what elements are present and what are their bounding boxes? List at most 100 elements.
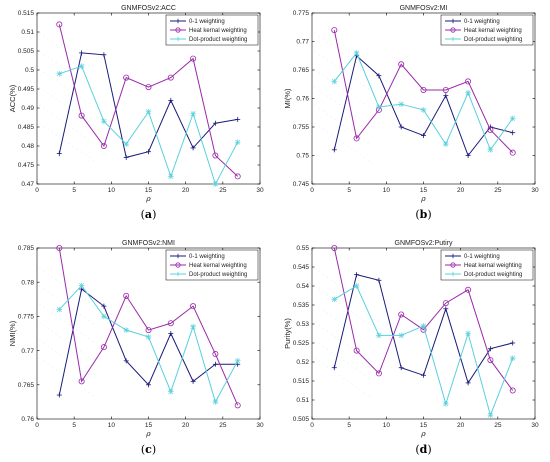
data-point bbox=[212, 120, 218, 126]
chart-title: GNMFOSv2:NMI bbox=[122, 240, 175, 247]
y-tick-label: 0.785 bbox=[18, 245, 35, 252]
x-tick-label: 20 bbox=[457, 187, 465, 194]
data-point bbox=[101, 52, 107, 58]
data-point bbox=[398, 124, 404, 130]
data-point bbox=[123, 154, 129, 160]
x-tick-label: 0 bbox=[35, 187, 39, 194]
data-point bbox=[331, 27, 338, 34]
data-point bbox=[465, 380, 471, 386]
x-tick-label: 25 bbox=[219, 187, 227, 194]
legend-entry: Dot-product weighting bbox=[464, 272, 522, 278]
data-point bbox=[421, 133, 426, 139]
x-tick-label: 20 bbox=[457, 422, 465, 429]
y-tick-label: 0.535 bbox=[293, 302, 310, 309]
data-point bbox=[465, 90, 471, 96]
x-axis-label: ρ bbox=[420, 194, 426, 203]
chart-title: GNMFOSv2:ACC bbox=[121, 5, 176, 12]
x-tick-label: 5 bbox=[347, 422, 351, 429]
data-point bbox=[78, 112, 85, 119]
y-tick-label: 0.47 bbox=[21, 181, 34, 188]
chart-panel-b: 0 5 10 15 20 25 30 0.745 0.75 0.755 0.76 0.765 0.77 0… bbox=[283, 5, 539, 221]
y-axis-label: ACC(%) bbox=[8, 84, 17, 112]
series-line-1 bbox=[333, 29, 514, 153]
series-line-0 bbox=[333, 273, 513, 385]
legend-entry: Dot-product weighting bbox=[464, 37, 522, 43]
data-point bbox=[509, 355, 516, 361]
legend: 0-1 weighting Heat kernal weighting Dot-pr… bbox=[165, 249, 259, 281]
legend: 0-1 weighting Heat kernal weighting Dot-pr… bbox=[165, 14, 259, 46]
legend-entry: Heat kernal weighting bbox=[464, 263, 522, 269]
data-point bbox=[235, 116, 241, 122]
x-tick-label: 30 bbox=[256, 422, 264, 429]
data-point bbox=[123, 358, 129, 364]
data-point bbox=[145, 109, 152, 115]
legend-entry: 0-1 weighting bbox=[464, 254, 500, 260]
series-line-0 bbox=[58, 52, 238, 159]
data-point bbox=[78, 282, 85, 289]
data-point bbox=[509, 387, 516, 394]
data-point bbox=[123, 292, 130, 299]
data-point bbox=[146, 382, 151, 388]
data-point bbox=[56, 244, 63, 251]
data-point bbox=[331, 296, 338, 303]
data-point bbox=[123, 74, 130, 81]
data-point bbox=[398, 365, 404, 371]
y-tick-label: 0.755 bbox=[293, 124, 310, 131]
x-tick-label: 15 bbox=[420, 422, 428, 429]
data-point bbox=[212, 361, 218, 367]
y-tick-label: 0.78 bbox=[21, 279, 34, 286]
data-point bbox=[190, 303, 197, 310]
x-tick-label: 5 bbox=[72, 422, 76, 429]
data-point bbox=[212, 181, 219, 187]
chart-title: GNMFOSv2:MI bbox=[400, 5, 448, 12]
x-axis-label: ρ bbox=[145, 429, 151, 438]
legend: 0-1 weighting Heat kernal weighting Dot-pr… bbox=[440, 249, 534, 281]
series-line-1 bbox=[333, 247, 514, 391]
chart-panel-d: 0 5 10 15 20 25 30 0.505 0.51 0.515 0.52 0.525 0.53 0… bbox=[283, 240, 539, 456]
data-point bbox=[487, 346, 493, 352]
x-tick-label: 15 bbox=[145, 422, 153, 429]
x-tick-label: 20 bbox=[182, 187, 190, 194]
data-point bbox=[420, 323, 427, 329]
y-tick-label: 0.495 bbox=[18, 86, 35, 93]
legend-entry: 0-1 weighting bbox=[189, 19, 225, 25]
data-point bbox=[56, 151, 62, 157]
data-point bbox=[167, 320, 174, 327]
data-point bbox=[487, 147, 494, 153]
data-point bbox=[375, 370, 382, 377]
data-point bbox=[234, 358, 241, 364]
data-point bbox=[353, 283, 360, 289]
data-point bbox=[353, 135, 360, 142]
y-tick-label: 0.77 bbox=[21, 348, 34, 355]
data-point bbox=[56, 21, 63, 28]
data-point bbox=[376, 104, 382, 110]
data-point bbox=[510, 340, 516, 346]
data-point bbox=[146, 149, 151, 155]
data-point bbox=[487, 412, 494, 418]
data-point bbox=[354, 272, 360, 278]
data-point bbox=[443, 401, 449, 407]
data-point bbox=[398, 332, 404, 339]
y-tick-label: 0.775 bbox=[18, 314, 35, 321]
x-axis-label: ρ bbox=[420, 429, 426, 438]
y-axis-label: MI(%) bbox=[283, 88, 292, 108]
x-tick-label: 25 bbox=[219, 422, 227, 429]
series-line-1 bbox=[58, 24, 239, 177]
data-point bbox=[190, 323, 196, 330]
y-tick-label: 0.775 bbox=[293, 10, 310, 17]
data-point bbox=[465, 78, 472, 85]
data-point bbox=[443, 141, 449, 147]
y-tick-label: 0.51 bbox=[21, 29, 34, 36]
x-tick-label: 5 bbox=[72, 187, 76, 194]
legend: 0-1 weighting Heat kernal weighting Dot-pr… bbox=[440, 14, 534, 46]
y-tick-label: 0.515 bbox=[293, 378, 310, 385]
panel-label: (d) bbox=[415, 443, 431, 456]
data-point bbox=[56, 306, 63, 313]
x-tick-label: 10 bbox=[383, 187, 391, 194]
data-point bbox=[167, 74, 174, 81]
data-point bbox=[353, 347, 360, 354]
data-point bbox=[190, 145, 196, 151]
data-point bbox=[510, 130, 516, 136]
data-point bbox=[79, 50, 85, 56]
